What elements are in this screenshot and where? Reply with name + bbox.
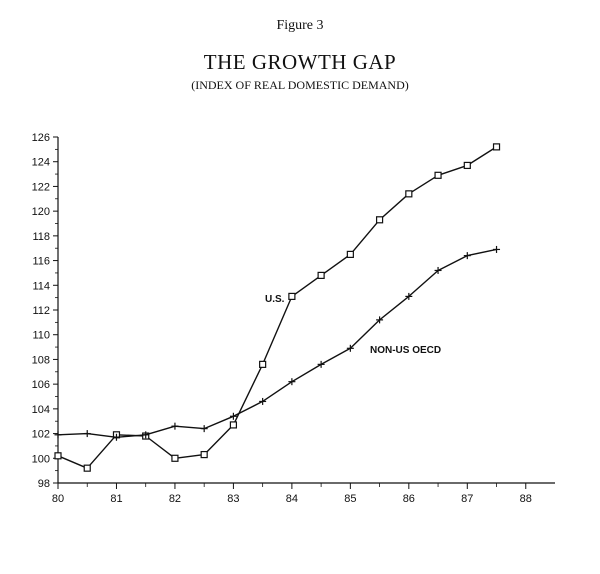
x-tick-label: 86 [403,493,415,505]
y-tick-label: 108 [32,354,50,366]
square-marker [405,190,413,198]
series-layer [54,143,501,472]
series-non-us-oecd [54,245,501,441]
series-us [54,143,501,472]
plus-marker [142,431,150,439]
series-line [57,248,497,438]
y-tick-label: 114 [32,280,50,292]
figure-label: Figure 3 [276,18,324,33]
square-marker [434,171,442,179]
plus-marker [463,252,471,260]
x-tick-label: 88 [520,493,532,505]
y-tick-label: 126 [32,132,50,144]
square-marker [492,143,501,151]
x-tick-label: 82 [169,493,181,505]
y-tick-label: 98 [38,478,50,490]
axes: 98 100 102 104 106 108 110 112 114 116 118 120 122 12… [32,132,555,505]
y-tick-label: 112 [32,305,50,317]
y-tick-label: 116 [32,256,50,268]
x-tick-label: 83 [227,493,239,505]
y-tick-label: 104 [32,404,50,416]
plus-marker [200,425,208,433]
plus-marker [112,433,120,441]
square-marker [259,360,267,368]
plus-marker [83,430,91,438]
square-marker [83,464,91,472]
plus-marker [493,245,501,253]
series-label-us: U.S. [265,294,285,305]
y-tick-label: 110 [32,330,50,342]
series-labels: U.S. NON-US OECD [265,294,441,356]
plus-marker [346,344,354,352]
x-tick-label: 85 [344,493,356,505]
plus-marker [434,266,442,274]
square-marker [229,421,238,429]
square-marker [463,161,471,170]
plus-marker [376,316,384,324]
square-marker [200,450,208,459]
y-tick-label: 106 [32,379,50,391]
plus-marker [259,397,267,405]
plus-marker [288,378,296,386]
x-tick-label: 84 [286,493,298,505]
x-tick-label: 87 [461,493,473,505]
chart-title: THE GROWTH GAP [203,50,397,74]
plus-marker [317,360,325,368]
square-marker [375,216,384,224]
series-line [57,146,497,469]
y-tick-label: 118 [32,231,50,243]
y-tick-label: 100 [32,453,50,465]
square-marker [171,454,179,462]
y-tick-label: 122 [32,181,50,193]
plus-marker [171,422,179,430]
plus-marker [54,431,62,439]
x-tick-label: 81 [110,493,122,505]
x-tick-label: 80 [52,493,64,505]
square-marker [288,292,296,301]
square-marker [54,452,62,460]
chart-subtitle: (INDEX OF REAL DOMESTIC DEMAND) [191,78,409,92]
plus-marker [229,412,237,420]
plus-marker [405,292,413,300]
y-tick-label: 120 [32,206,50,218]
square-marker [346,250,354,258]
y-tick-label: 124 [32,157,50,169]
series-label-non-us-oecd: NON-US OECD [370,345,441,356]
square-marker [317,271,325,279]
y-tick-label: 102 [32,429,50,441]
